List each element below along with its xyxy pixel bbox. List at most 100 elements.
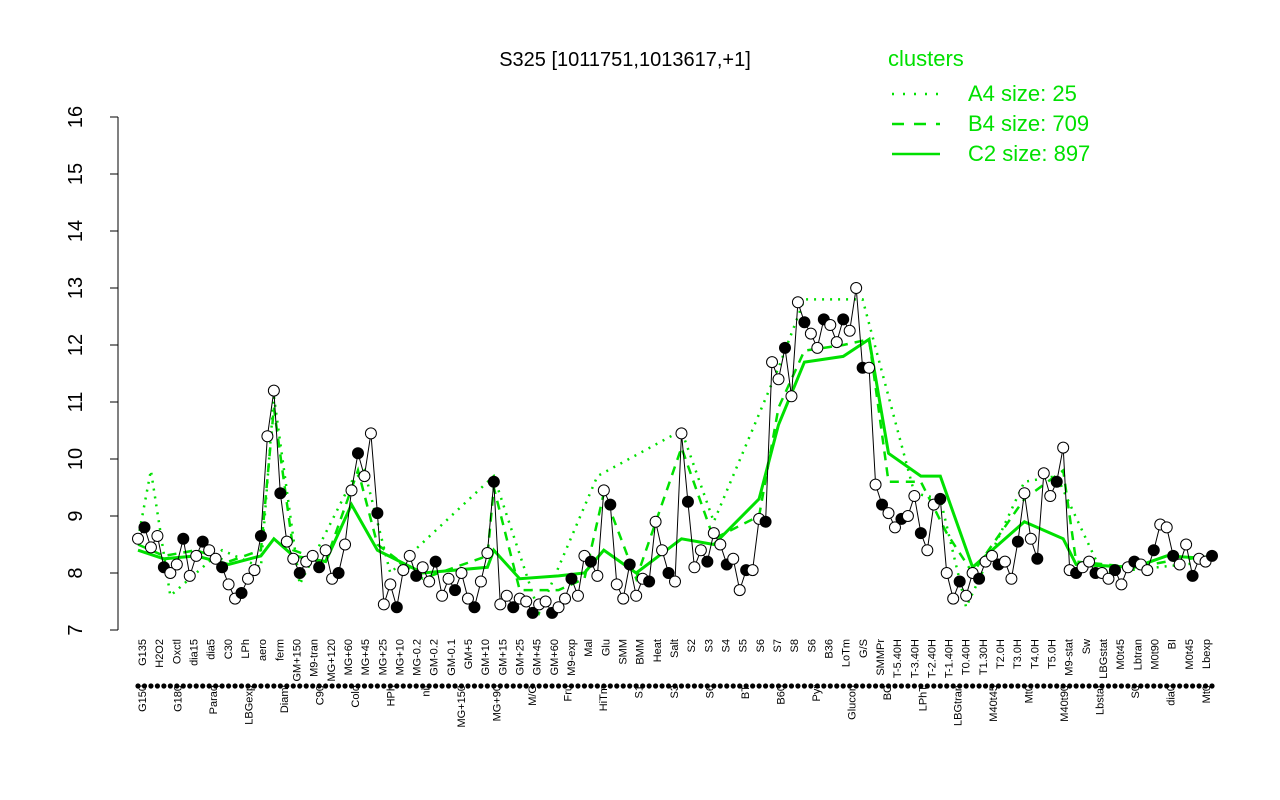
data-point — [733, 584, 746, 597]
x-tick-dot — [1189, 683, 1196, 689]
x-tick-dot — [704, 683, 710, 689]
x-tick-dot — [717, 683, 723, 689]
x-tick-dot — [737, 683, 743, 689]
x-tick-dot — [834, 683, 840, 689]
x-tick-dot — [193, 683, 199, 689]
data-point — [416, 561, 429, 574]
x-tick-dot — [581, 683, 588, 689]
data-point — [494, 598, 507, 611]
x-tick-dot — [1118, 683, 1125, 689]
data-point — [1102, 572, 1115, 585]
x-tick-label: SMMPr — [875, 639, 887, 676]
x-tick-dot — [775, 683, 782, 689]
y-tick-label: 13 — [65, 277, 87, 299]
x-tick-dot — [1112, 683, 1118, 689]
x-tick-dot — [905, 683, 911, 689]
data-point — [403, 549, 416, 562]
data-point — [940, 567, 953, 579]
data-point — [998, 555, 1011, 568]
x-tick-label: Glu — [600, 639, 612, 656]
data-point — [681, 495, 694, 508]
x-tick-label: Mt0 — [1024, 685, 1036, 703]
data-point — [1206, 549, 1218, 562]
data-point — [1050, 475, 1063, 488]
x-tick-label: T2.0H — [995, 639, 1007, 669]
x-tick-label: M9-exp — [566, 639, 578, 676]
x-tick-dot — [245, 683, 251, 689]
data-point — [973, 572, 986, 585]
x-tick-dot — [504, 683, 510, 689]
data-point — [921, 544, 934, 557]
x-tick-dot — [1047, 683, 1053, 689]
data-point — [901, 510, 914, 522]
x-tick-label: G180 — [172, 685, 184, 712]
x-tick-dot — [646, 683, 652, 689]
x-tick-dot — [381, 683, 387, 689]
x-tick-dot — [963, 683, 969, 689]
x-tick-label: ferm — [274, 639, 286, 661]
x-tick-dot — [672, 683, 678, 689]
x-tick-dot — [1073, 683, 1079, 689]
data-point — [934, 492, 947, 505]
x-tick-label: C90 — [314, 685, 326, 705]
x-tick-dot — [445, 683, 452, 689]
data-point — [1167, 549, 1180, 562]
x-tick-dot — [1041, 683, 1047, 689]
x-tick-label: SMM — [618, 639, 630, 665]
data-point — [339, 538, 352, 551]
x-tick-dot — [225, 683, 232, 689]
data-point — [785, 390, 798, 403]
data-point — [778, 341, 791, 354]
x-tick-dot — [724, 683, 730, 689]
x-tick-dot — [148, 683, 154, 689]
x-tick-dot — [484, 683, 490, 689]
data-point — [397, 564, 410, 577]
x-tick-dot — [730, 683, 736, 689]
x-tick-dot — [840, 683, 846, 689]
data-point — [248, 564, 261, 577]
x-tick-dot — [1144, 683, 1150, 689]
legend-entry-c2: C2 size: 897 — [968, 141, 1090, 166]
data-point — [442, 572, 455, 585]
x-tick-dot — [562, 683, 568, 689]
data-point — [235, 586, 248, 599]
x-tick-dot — [180, 683, 186, 689]
x-tick-dot — [1151, 683, 1157, 689]
x-tick-dot — [568, 683, 575, 689]
x-tick-dot — [154, 683, 161, 689]
x-tick-label: LoTm — [841, 639, 853, 667]
data-point — [151, 529, 164, 542]
data-point — [798, 316, 811, 329]
data-point — [559, 592, 572, 605]
x-tick-dot — [982, 683, 989, 689]
cluster-line-dashed — [137, 337, 1213, 592]
x-tick-dot — [413, 683, 419, 689]
series-line — [137, 287, 1213, 614]
data-point — [539, 595, 552, 608]
data-point — [830, 336, 843, 349]
legend-entry-a4: A4 size: 25 — [968, 81, 1077, 106]
data-point — [1160, 521, 1173, 534]
x-tick-dot — [750, 683, 756, 689]
x-tick-dot — [788, 683, 795, 689]
data-point — [410, 569, 423, 582]
x-tick-dot — [264, 683, 270, 689]
data-point — [837, 313, 850, 326]
x-tick-dot — [866, 683, 872, 689]
data-point — [1115, 578, 1128, 591]
y-tick-label: 8 — [65, 567, 87, 578]
data-point — [1173, 558, 1186, 571]
x-tick-label: S3 — [669, 685, 681, 698]
data-point — [507, 601, 520, 614]
data-point — [759, 515, 772, 528]
x-tick-label: GM+25 — [515, 639, 527, 675]
x-tick-label: S6 — [806, 639, 818, 652]
x-tick-dot — [620, 683, 626, 689]
data-point — [649, 515, 662, 528]
data-point — [384, 578, 397, 591]
x-tick-label: Cold — [350, 685, 362, 708]
x-tick-dot — [976, 683, 982, 689]
data-point — [377, 598, 390, 611]
x-tick-label: aero — [257, 639, 269, 661]
